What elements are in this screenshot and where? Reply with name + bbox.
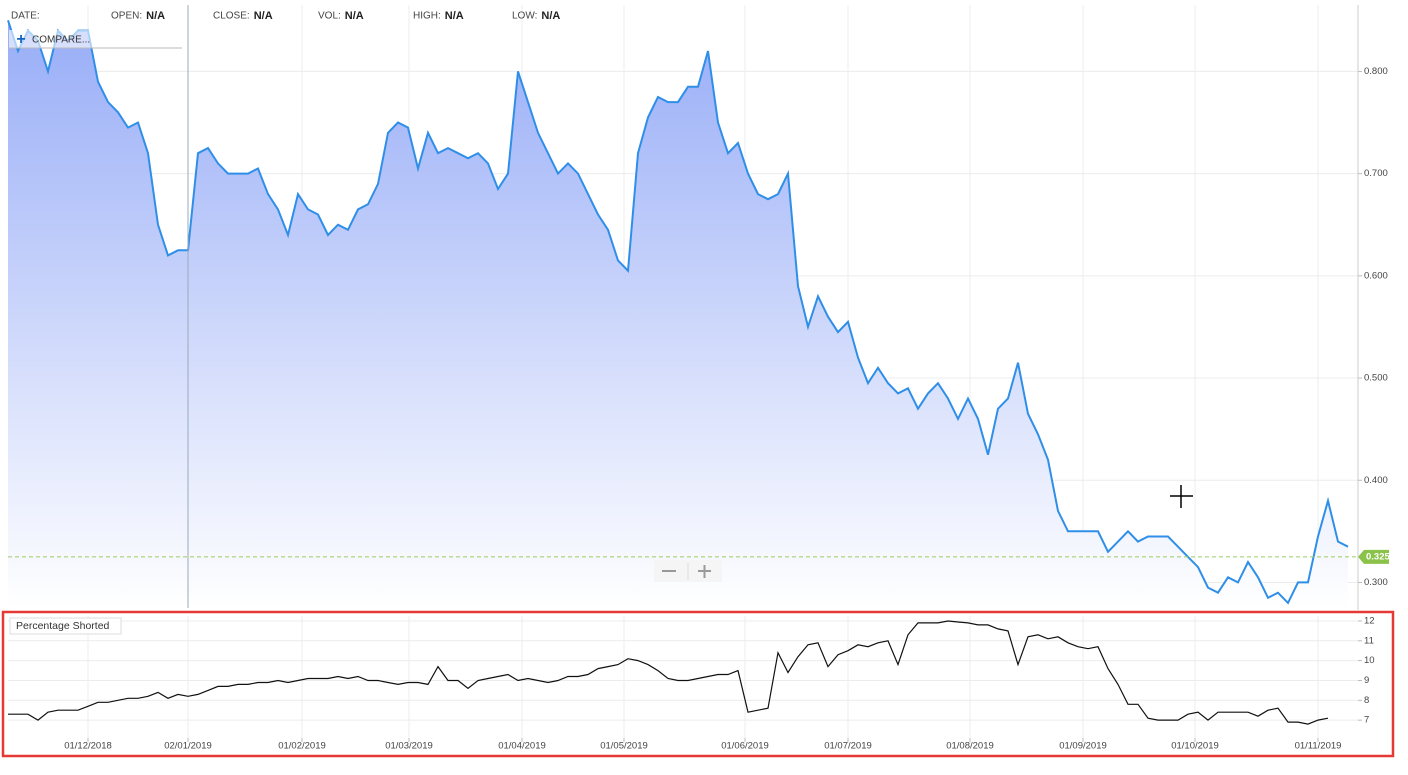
title-box bbox=[9, 617, 122, 635]
y-tick-label: 0.800 bbox=[1364, 66, 1388, 77]
field-value: N/A bbox=[541, 10, 560, 22]
y-tick-label: 0.600 bbox=[1364, 270, 1388, 281]
y-tick-label: 0.700 bbox=[1364, 168, 1388, 179]
area-fill bbox=[8, 20, 1348, 609]
field-value: N/A bbox=[445, 10, 464, 22]
x-tick-label: 01/04/2019 bbox=[498, 741, 546, 752]
highlight-box bbox=[1, 610, 1395, 758]
field-value: N/A bbox=[146, 10, 165, 22]
field-value: N/A bbox=[254, 10, 273, 22]
line bbox=[7, 19, 1349, 605]
y-tick-label: 0.300 bbox=[1364, 577, 1388, 588]
x-tick-label: 01/11/2019 bbox=[1295, 741, 1342, 752]
y-tick-label: 8 bbox=[1364, 695, 1369, 706]
field-label: DATE: bbox=[11, 11, 40, 22]
x-tick-label: 01/07/2019 bbox=[824, 741, 872, 752]
y-tick-label: 10 bbox=[1364, 655, 1375, 666]
y-tick-label: 11 bbox=[1364, 635, 1374, 646]
field-label: CLOSE: bbox=[213, 11, 250, 22]
field-value: N/A bbox=[345, 10, 364, 22]
panel-title: Percentage Shorted bbox=[16, 620, 110, 632]
x-tick-label: 01/03/2019 bbox=[385, 741, 433, 752]
short-panel: 7 8 9 10 11 12 Percentage Shorted 01/12/2018 02/… bbox=[8, 615, 1375, 752]
x-tick-label: 01/09/2019 bbox=[1059, 741, 1107, 752]
zoom-controls bbox=[654, 560, 722, 582]
x-tick-label: 02/01/2019 bbox=[164, 741, 212, 752]
y-tick-label: 0.500 bbox=[1364, 373, 1388, 384]
field-label: LOW: bbox=[512, 11, 537, 22]
price-panel: 0.300 0.400 0.500 0.600 0.700 0.800 0.325 bbox=[7, 5, 1390, 609]
compare-button[interactable]: + COMPARE... bbox=[9, 30, 182, 49]
y-tick-label: 9 bbox=[1364, 675, 1369, 686]
x-tick-label: 01/12/2018 bbox=[64, 741, 112, 752]
current-value-tag bbox=[1358, 549, 1389, 564]
field-label: OPEN: bbox=[111, 11, 142, 22]
y-tick-label: 12 bbox=[1364, 615, 1375, 626]
x-tick-label: 01/05/2019 bbox=[600, 741, 648, 752]
plus-icon: + bbox=[16, 31, 25, 48]
current-value-label: 0.325 bbox=[1366, 551, 1390, 562]
compare-label[interactable]: COMPARE... bbox=[32, 35, 90, 46]
header: DATE: OPEN: N/A CLOSE: N/A VOL: N/A HIGH: N/A LOW… bbox=[11, 10, 560, 22]
compare-box[interactable] bbox=[9, 30, 182, 48]
field-label: HIGH: bbox=[413, 11, 441, 22]
y-tick-label: 0.400 bbox=[1364, 475, 1388, 486]
x-tick-label: 01/08/2019 bbox=[946, 741, 994, 752]
x-tick-label: 01/10/2019 bbox=[1171, 741, 1219, 752]
y-tick-label: 7 bbox=[1364, 715, 1369, 726]
x-tick-label: 01/06/2019 bbox=[721, 741, 769, 752]
crosshair-cursor bbox=[1170, 485, 1193, 508]
line bbox=[8, 620, 1329, 725]
field-label: VOL: bbox=[318, 11, 341, 22]
x-tick-label: 01/02/2019 bbox=[278, 741, 326, 752]
